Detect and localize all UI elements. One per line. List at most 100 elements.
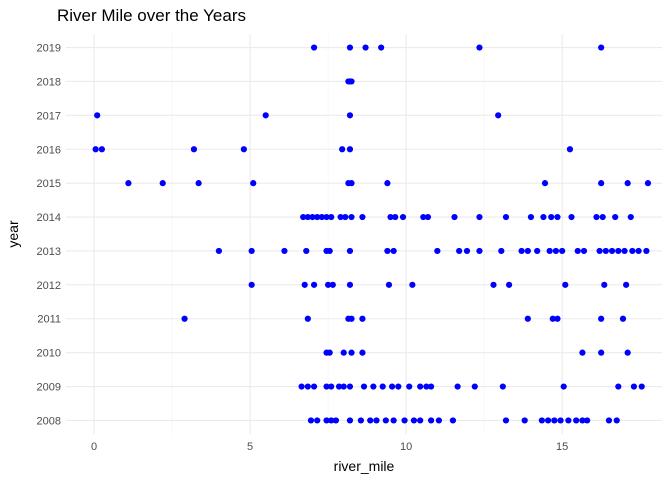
y-tick-label: 2012 bbox=[37, 280, 61, 292]
data-point bbox=[309, 213, 316, 221]
data-point bbox=[348, 349, 355, 356]
y-axis-title: year bbox=[5, 220, 21, 248]
data-point bbox=[623, 281, 630, 288]
data-point bbox=[498, 247, 505, 255]
data-point bbox=[340, 349, 347, 356]
data-point bbox=[323, 383, 330, 390]
data-point bbox=[598, 44, 605, 51]
data-point bbox=[395, 383, 402, 390]
data-point bbox=[560, 383, 567, 390]
data-point bbox=[318, 213, 325, 221]
data-point bbox=[304, 383, 311, 390]
data-point bbox=[304, 315, 311, 322]
data-point bbox=[573, 417, 580, 424]
data-point bbox=[346, 247, 354, 255]
data-point bbox=[304, 213, 311, 221]
data-point bbox=[615, 383, 622, 390]
data-point bbox=[348, 315, 355, 322]
data-point bbox=[619, 315, 627, 322]
data-point bbox=[624, 349, 631, 356]
y-tick-label: 2010 bbox=[37, 348, 61, 360]
data-point bbox=[638, 383, 645, 390]
x-tick-label: 10 bbox=[400, 441, 412, 453]
data-point bbox=[602, 247, 609, 255]
data-point bbox=[554, 315, 561, 322]
data-point bbox=[518, 247, 525, 255]
data-point bbox=[463, 247, 471, 255]
data-point bbox=[502, 213, 510, 221]
data-point bbox=[190, 146, 198, 153]
data-point bbox=[310, 44, 318, 51]
x-tick-label: 0 bbox=[91, 441, 97, 453]
x-axis-title: river_mile bbox=[334, 458, 395, 474]
data-point bbox=[499, 383, 506, 390]
data-point bbox=[399, 213, 407, 221]
data-point bbox=[409, 281, 416, 288]
data-point bbox=[490, 281, 497, 288]
data-point bbox=[359, 315, 366, 322]
data-point bbox=[337, 213, 344, 221]
data-point bbox=[644, 180, 652, 187]
data-point bbox=[250, 180, 257, 187]
data-point bbox=[608, 247, 616, 255]
data-point bbox=[382, 417, 389, 424]
data-point bbox=[262, 112, 269, 119]
data-point bbox=[627, 213, 634, 221]
data-point bbox=[328, 417, 335, 424]
data-point bbox=[392, 213, 399, 221]
data-point bbox=[568, 213, 575, 221]
data-point bbox=[427, 383, 435, 390]
data-point bbox=[410, 417, 418, 424]
data-point bbox=[598, 315, 605, 322]
data-point bbox=[579, 417, 586, 424]
data-point bbox=[303, 247, 310, 255]
data-point bbox=[385, 281, 393, 288]
data-point bbox=[300, 213, 307, 221]
data-point bbox=[328, 383, 335, 390]
data-point bbox=[94, 112, 101, 119]
y-tick-label: 2008 bbox=[37, 415, 61, 427]
data-point bbox=[310, 383, 318, 390]
data-point bbox=[562, 281, 569, 288]
data-point bbox=[240, 146, 247, 153]
data-point bbox=[326, 349, 333, 356]
data-point bbox=[574, 247, 581, 255]
data-point bbox=[195, 180, 202, 187]
data-point bbox=[584, 417, 591, 424]
data-point bbox=[476, 213, 483, 221]
data-point bbox=[615, 247, 622, 255]
data-point bbox=[125, 180, 132, 187]
data-point bbox=[451, 213, 458, 221]
y-tick-label: 2009 bbox=[37, 382, 61, 394]
data-point bbox=[579, 349, 586, 356]
data-point bbox=[580, 247, 588, 255]
data-point bbox=[524, 247, 531, 255]
data-point bbox=[601, 281, 608, 288]
data-point bbox=[314, 213, 321, 221]
data-point bbox=[554, 213, 561, 221]
data-point bbox=[387, 213, 394, 221]
data-point bbox=[552, 247, 560, 255]
data-point bbox=[593, 213, 600, 221]
data-point bbox=[360, 383, 368, 390]
data-point bbox=[326, 247, 333, 255]
data-point bbox=[362, 44, 369, 51]
data-point bbox=[476, 44, 483, 51]
data-point bbox=[538, 417, 545, 424]
data-point bbox=[621, 247, 628, 255]
x-axis-ticks: 0 5 10 15 bbox=[91, 441, 568, 453]
data-point bbox=[298, 383, 305, 390]
data-point bbox=[505, 281, 513, 288]
chart-title: River Mile over the Years bbox=[57, 6, 246, 25]
data-point bbox=[390, 417, 397, 424]
data-point bbox=[357, 417, 364, 424]
data-point bbox=[370, 383, 377, 390]
data-point bbox=[541, 180, 549, 187]
data-point bbox=[471, 383, 478, 390]
data-point bbox=[420, 213, 427, 221]
data-point bbox=[390, 247, 397, 255]
data-point bbox=[159, 180, 166, 187]
data-point bbox=[598, 180, 605, 187]
data-point bbox=[384, 180, 391, 187]
